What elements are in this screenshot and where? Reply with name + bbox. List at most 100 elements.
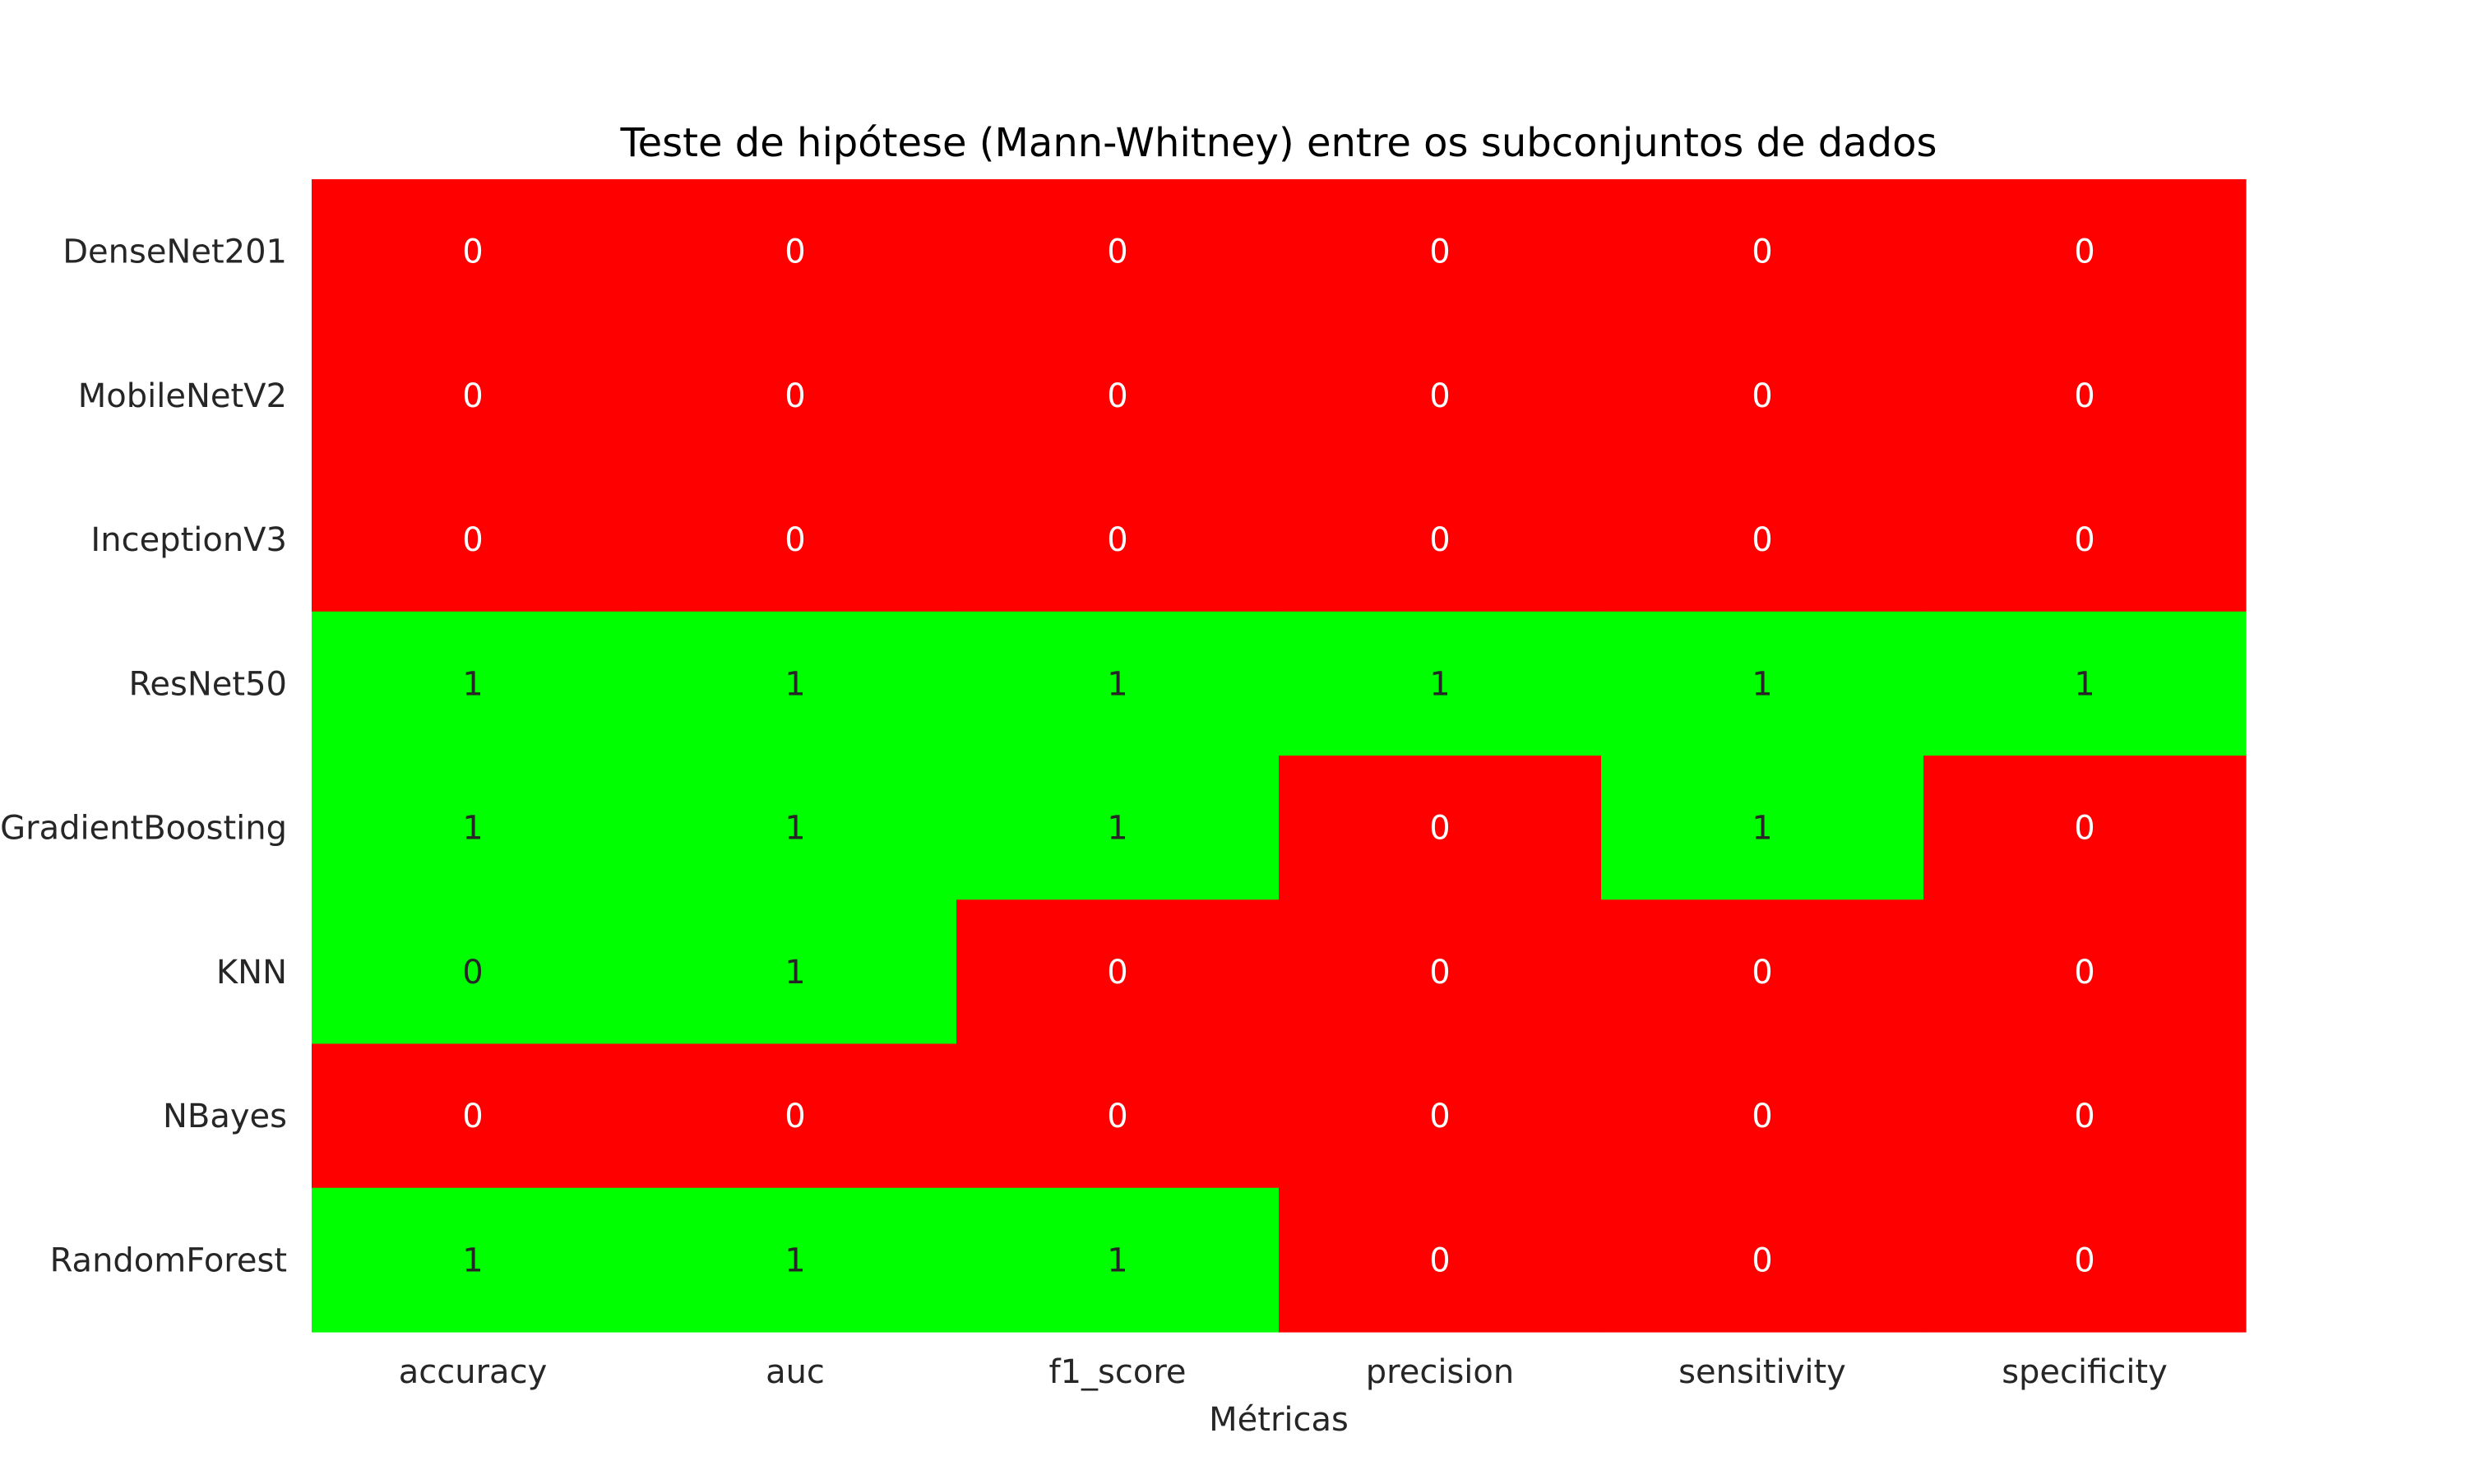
heatmap-cell-label-4-5: 0 xyxy=(2074,810,2094,848)
heatmap-cell-5-5 xyxy=(1923,899,2247,1045)
heatmap-cell-label-2-2: 0 xyxy=(1107,521,1127,559)
y-tick-label-4: GradientBoosting xyxy=(0,810,287,848)
heatmap-cell-5-4 xyxy=(1601,899,1924,1045)
y-tick-label-3: ResNet50 xyxy=(128,665,287,703)
heatmap-cell-label-2-1: 0 xyxy=(785,521,805,559)
heatmap-cell-1-2 xyxy=(956,323,1280,469)
heatmap-cell-2-3 xyxy=(1279,467,1602,613)
heatmap-cell-0-1 xyxy=(634,179,957,324)
heatmap-cell-label-4-1: 1 xyxy=(785,810,805,848)
heatmap-cell-7-0 xyxy=(312,1187,635,1333)
heatmap-cell-label-5-0: 0 xyxy=(462,954,483,992)
heatmap-cell-label-5-1: 1 xyxy=(785,954,805,992)
chart-title: Teste de hipótese (Mann-Whitney) entre o… xyxy=(619,120,1937,166)
heatmap-cell-label-4-4: 1 xyxy=(1752,810,1772,848)
heatmap-cell-label-1-1: 0 xyxy=(785,377,805,415)
heatmap-cell-label-3-1: 1 xyxy=(785,665,805,703)
heatmap-cell-label-7-0: 1 xyxy=(462,1241,483,1279)
y-tick-label-1: MobileNetV2 xyxy=(78,377,287,415)
heatmap-cell-3-1 xyxy=(634,611,957,756)
heatmap-cell-2-2 xyxy=(956,467,1280,613)
heatmap-cell-label-2-4: 0 xyxy=(1752,521,1772,559)
x-axis-tick-labels: accuracy auc f1_score precision sensitivity s… xyxy=(399,1353,2168,1391)
heatmap-cell-label-1-2: 0 xyxy=(1107,377,1127,415)
heatmap-cell-label-6-5: 0 xyxy=(2074,1098,2094,1135)
heatmap-cell-5-2 xyxy=(956,899,1280,1045)
heatmap-cell-2-5 xyxy=(1923,467,2247,613)
heatmap-cell-label-0-5: 0 xyxy=(2074,233,2094,271)
heatmap-cell-3-5 xyxy=(1923,611,2247,756)
heatmap-cell-3-0 xyxy=(312,611,635,756)
heatmap-cell-label-6-1: 0 xyxy=(785,1098,805,1135)
heatmap-cell-2-4 xyxy=(1601,467,1924,613)
heatmap-cell-label-0-4: 0 xyxy=(1752,233,1772,271)
heatmap-cell-7-2 xyxy=(956,1187,1280,1333)
heatmap-cell-1-1 xyxy=(634,323,957,469)
heatmap-cell-6-3 xyxy=(1279,1043,1602,1189)
heatmap-cell-label-4-0: 1 xyxy=(462,810,483,848)
heatmap-cell-label-3-0: 1 xyxy=(462,665,483,703)
heatmap-cell-label-1-0: 0 xyxy=(462,377,483,415)
heatmap-cell-label-0-0: 0 xyxy=(462,233,483,271)
heatmap-cell-6-2 xyxy=(956,1043,1280,1189)
heatmap-cell-1-4 xyxy=(1601,323,1924,469)
heatmap-cell-label-5-3: 0 xyxy=(1429,954,1450,992)
x-tick-label-3: precision xyxy=(1366,1353,1514,1391)
x-axis-label: Métricas xyxy=(1209,1401,1349,1439)
heatmap-cell-4-3 xyxy=(1279,756,1602,900)
heatmap-cell-label-3-4: 1 xyxy=(1752,665,1772,703)
y-tick-label-2: InceptionV3 xyxy=(90,521,287,559)
heatmap-cell-3-2 xyxy=(956,611,1280,756)
heatmap-cell-label-7-5: 0 xyxy=(2074,1241,2094,1279)
heatmap-cell-label-2-0: 0 xyxy=(462,521,483,559)
y-tick-label-5: KNN xyxy=(216,954,287,992)
heatmap-cell-label-1-5: 0 xyxy=(2074,377,2094,415)
heatmap-cell-1-0 xyxy=(312,323,635,469)
heatmap-cell-label-6-2: 0 xyxy=(1107,1098,1127,1135)
heatmap-cell-label-5-4: 0 xyxy=(1752,954,1772,992)
heatmap-cell-1-5 xyxy=(1923,323,2247,469)
heatmap-cell-labels: 0 0 0 0 0 0 0 0 0 0 0 0 0 0 0 0 0 0 1 1 1 1 1 1 1 1 1 0 1 0 0 1 0 0 0 0 0 0 0 0… xyxy=(462,233,2094,1280)
heatmap-cell-0-0 xyxy=(312,179,635,324)
heatmap-cell-label-6-0: 0 xyxy=(462,1098,483,1135)
heatmap-cell-label-7-2: 1 xyxy=(1107,1241,1127,1279)
heatmap-cell-label-3-2: 1 xyxy=(1107,665,1127,703)
y-tick-label-0: DenseNet201 xyxy=(62,233,287,271)
heatmap-cell-label-4-3: 0 xyxy=(1429,810,1450,848)
heatmap-cell-label-3-3: 1 xyxy=(1429,665,1450,703)
heatmap-cell-1-3 xyxy=(1279,323,1602,469)
x-tick-label-0: accuracy xyxy=(399,1353,547,1391)
heatmap-cell-6-5 xyxy=(1923,1043,2247,1189)
x-tick-label-1: auc xyxy=(766,1353,825,1391)
heatmap-cell-3-4 xyxy=(1601,611,1924,756)
heatmap-cell-label-0-3: 0 xyxy=(1429,233,1450,271)
heatmap-cell-label-3-5: 1 xyxy=(2074,665,2094,703)
heatmap-cell-7-3 xyxy=(1279,1187,1602,1333)
heatmap-cell-label-1-3: 0 xyxy=(1429,377,1450,415)
heatmap-cell-label-4-2: 1 xyxy=(1107,810,1127,848)
heatmap-cell-label-2-5: 0 xyxy=(2074,521,2094,559)
y-axis-tick-labels: DenseNet201 MobileNetV2 InceptionV3 ResNet5… xyxy=(0,233,287,1280)
heatmap-cell-label-6-3: 0 xyxy=(1429,1098,1450,1135)
heatmap-cell-7-1 xyxy=(634,1187,957,1333)
x-tick-label-4: sensitivity xyxy=(1678,1353,1846,1391)
heatmap-cell-0-4 xyxy=(1601,179,1924,324)
heatmap-cell-4-0 xyxy=(312,756,635,900)
heatmap-cell-7-4 xyxy=(1601,1187,1924,1333)
heatmap-cell-label-2-3: 0 xyxy=(1429,521,1450,559)
heatmap-cell-3-3 xyxy=(1279,611,1602,756)
heatmap-cell-4-1 xyxy=(634,756,957,900)
heatmap-cell-2-1 xyxy=(634,467,957,613)
heatmap-cell-0-2 xyxy=(956,179,1280,324)
heatmap-cell-5-3 xyxy=(1279,899,1602,1045)
heatmap-cell-6-0 xyxy=(312,1043,635,1189)
heatmap-cell-label-7-1: 1 xyxy=(785,1241,805,1279)
heatmap-cell-4-5 xyxy=(1923,756,2247,900)
heatmap-cell-7-5 xyxy=(1923,1187,2247,1333)
heatmap-cell-label-5-2: 0 xyxy=(1107,954,1127,992)
heatmap-cell-2-0 xyxy=(312,467,635,613)
heatmap-cell-label-7-4: 0 xyxy=(1752,1241,1772,1279)
heatmap-cell-4-4 xyxy=(1601,756,1924,900)
heatmap-cell-label-5-5: 0 xyxy=(2074,954,2094,992)
